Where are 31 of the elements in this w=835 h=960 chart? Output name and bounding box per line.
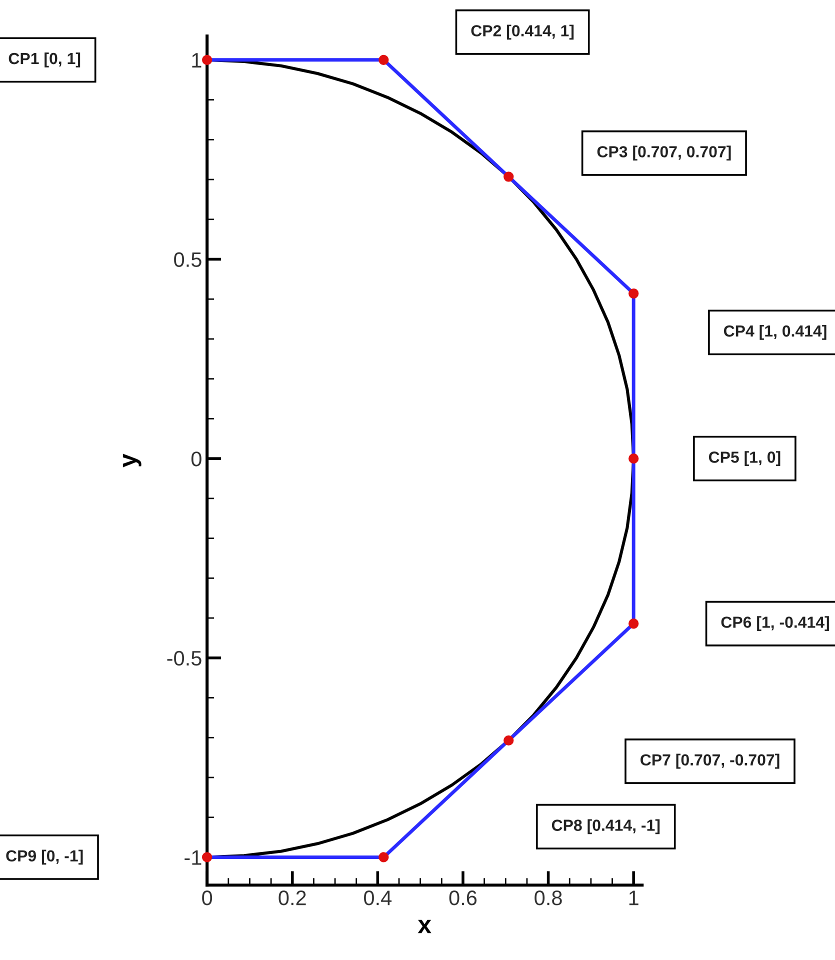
point [202, 54, 212, 66]
x-tick-label: 0.8 [534, 890, 562, 906]
annotation: CP3 [0.707, 0.707] [597, 146, 731, 161]
point [504, 172, 514, 182]
y-tick-label: 0.5 [174, 252, 202, 267]
x-tick-label: 0.4 [364, 890, 392, 906]
point [202, 852, 212, 862]
x-tick-label: 0.6 [449, 890, 477, 906]
point [628, 618, 639, 629]
annotation: CP2 [0.414, 1] [471, 24, 574, 40]
y-tick-label: 0 [191, 452, 202, 466]
annotation: CP8 [0.414, -1] [552, 819, 660, 834]
y-tick-label: 1 [192, 53, 202, 68]
x-axis-title: x [418, 920, 432, 934]
point [378, 852, 389, 862]
y-tick-label: -0.5 [167, 650, 202, 666]
point [378, 54, 389, 66]
x-tick-label: 0.2 [278, 890, 306, 906]
point [504, 735, 514, 746]
point [628, 288, 639, 299]
x-tick-label: 0 [202, 890, 212, 906]
text: CP4 [1, 0.414] [724, 324, 826, 340]
text: CP9 [0, -1] [6, 850, 83, 865]
x-tick-label: 1 [629, 890, 638, 906]
text: CP5 [1, 0] [708, 451, 780, 466]
y-axis-title: y [122, 454, 142, 468]
text: CP6 [1, -0.414] [721, 616, 829, 632]
y-tick-label: -1 [184, 850, 202, 865]
point [628, 453, 639, 464]
annotation: CP7 [0.707, -0.707] [640, 754, 780, 769]
text: CP1 [0, 1] [8, 52, 80, 68]
